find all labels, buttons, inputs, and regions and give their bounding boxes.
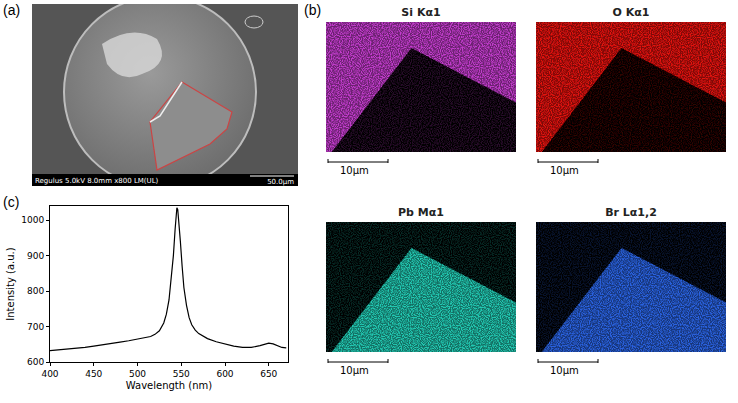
svg-text:550: 550 — [173, 369, 190, 379]
svg-text:Intensity (a.u.): Intensity (a.u.) — [5, 247, 16, 320]
html-text:(b): (b) — [304, 2, 322, 18]
svg-text:450: 450 — [85, 369, 102, 379]
svg-text:Regulus 5.0kV 8.0mm x800 LM(UL: Regulus 5.0kV 8.0mm x800 LM(UL) — [35, 177, 159, 185]
html-text:(a): (a) — [3, 2, 21, 18]
html-text:(c): (c) — [3, 194, 20, 210]
svg-text:Si Kα1: Si Kα1 — [401, 6, 440, 19]
svg-text:10μm: 10μm — [550, 365, 579, 376]
svg-text:700: 700 — [27, 322, 44, 332]
svg-text:10μm: 10μm — [550, 165, 579, 176]
svg-text:Wavelength (nm): Wavelength (nm) — [126, 380, 212, 391]
svg-text:600: 600 — [216, 369, 233, 379]
svg-text:800: 800 — [27, 286, 44, 296]
svg-text:Br Lα1,2: Br Lα1,2 — [605, 206, 657, 219]
svg-text:650: 650 — [260, 369, 277, 379]
svg-text:O Kα1: O Kα1 — [613, 6, 650, 19]
svg-text:Pb Mα1: Pb Mα1 — [398, 206, 444, 219]
svg-text:1000: 1000 — [21, 215, 44, 225]
svg-text:600: 600 — [27, 357, 44, 367]
svg-text:50.0μm: 50.0μm — [267, 178, 294, 186]
svg-text:400: 400 — [41, 369, 58, 379]
svg-text:900: 900 — [27, 251, 44, 261]
svg-text:10μm: 10μm — [340, 365, 369, 376]
svg-text:10μm: 10μm — [340, 165, 369, 176]
svg-text:500: 500 — [129, 369, 146, 379]
